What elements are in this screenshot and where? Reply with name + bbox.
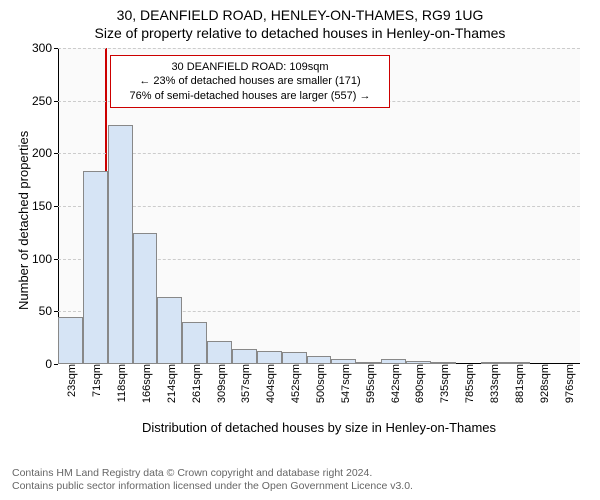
ytick-label: 100 (32, 252, 58, 266)
xtick-label: 833sqm (485, 364, 501, 403)
xtick-label: 735sqm (435, 364, 451, 403)
ytick-label: 50 (39, 304, 58, 318)
xtick-label: 928sqm (535, 364, 551, 403)
histogram-bar (282, 352, 307, 364)
xtick-label: 642sqm (386, 364, 402, 403)
xtick-label: 690sqm (410, 364, 426, 403)
xtick-label: 357sqm (236, 364, 252, 403)
xtick-label: 23sqm (62, 364, 78, 397)
histogram-bar (108, 125, 133, 364)
histogram-bar (307, 356, 332, 364)
xtick-label: 881sqm (510, 364, 526, 403)
footer-line-1: Contains HM Land Registry data © Crown c… (12, 467, 413, 481)
xtick-label: 214sqm (162, 364, 178, 403)
x-axis-label: Distribution of detached houses by size … (58, 420, 580, 435)
xtick-label: 500sqm (311, 364, 327, 403)
xtick-label: 261sqm (187, 364, 203, 403)
histogram-bar (157, 297, 182, 364)
ytick-label: 250 (32, 94, 58, 108)
gridline (58, 48, 580, 49)
xtick-label: 71sqm (87, 364, 103, 397)
chart-container: 30, DEANFIELD ROAD, HENLEY-ON-THAMES, RG… (0, 0, 600, 500)
annotation-box: 30 DEANFIELD ROAD: 109sqm ← 23% of detac… (110, 55, 390, 108)
histogram-bar (207, 341, 232, 364)
ytick-label: 300 (32, 41, 58, 55)
xtick-label: 166sqm (137, 364, 153, 403)
annotation-line-1: 30 DEANFIELD ROAD: 109sqm (119, 60, 381, 74)
title-block: 30, DEANFIELD ROAD, HENLEY-ON-THAMES, RG… (0, 0, 600, 42)
histogram-bar (133, 233, 158, 364)
xtick-label: 595sqm (361, 364, 377, 403)
title-line-1: 30, DEANFIELD ROAD, HENLEY-ON-THAMES, RG… (0, 6, 600, 24)
ytick-label: 0 (45, 357, 58, 371)
histogram-bar (232, 349, 257, 364)
xtick-label: 785sqm (460, 364, 476, 403)
ytick-label: 150 (32, 199, 58, 213)
xtick-label: 547sqm (336, 364, 352, 403)
xtick-label: 118sqm (112, 364, 128, 402)
footer-line-2: Contains public sector information licen… (12, 480, 413, 494)
histogram-bar (83, 171, 108, 364)
xtick-label: 309sqm (212, 364, 228, 403)
xtick-label: 404sqm (261, 364, 277, 403)
title-line-2: Size of property relative to detached ho… (0, 24, 600, 42)
xtick-label: 452sqm (286, 364, 302, 403)
xtick-label: 976sqm (560, 364, 576, 403)
histogram-bar (58, 317, 83, 364)
gridline (58, 206, 580, 207)
annotation-line-3: 76% of semi-detached houses are larger (… (119, 89, 381, 103)
footer: Contains HM Land Registry data © Crown c… (12, 467, 413, 494)
gridline (58, 153, 580, 154)
annotation-line-2: ← 23% of detached houses are smaller (17… (119, 74, 381, 88)
histogram-bar (182, 322, 207, 364)
histogram-bar (257, 351, 282, 364)
y-axis-label: Number of detached properties (16, 131, 31, 310)
ytick-label: 200 (32, 146, 58, 160)
